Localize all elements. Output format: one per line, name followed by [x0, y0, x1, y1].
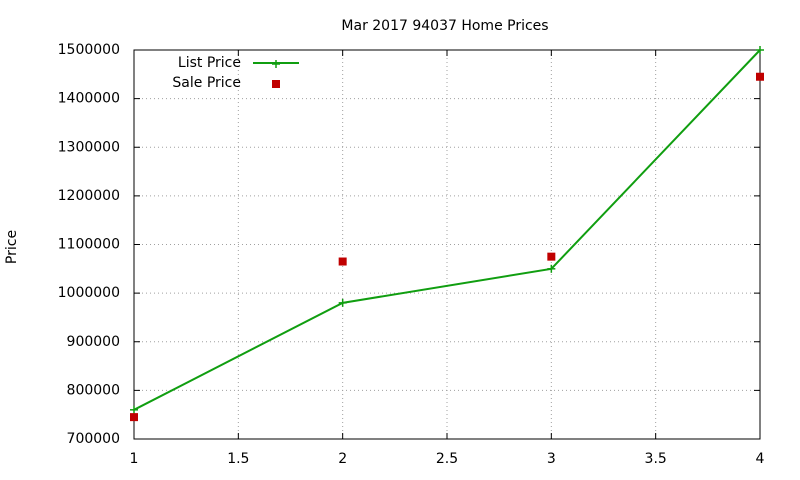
y-tick-label: 700000 [67, 431, 120, 447]
y-tick-label: 1200000 [58, 188, 120, 204]
data-point [547, 264, 556, 273]
plot-frame [133, 49, 761, 440]
x-tick-label: 4 [756, 451, 765, 467]
legend-label: Sale Price [172, 75, 241, 91]
x-tick-label: 2.5 [436, 451, 458, 467]
data-point [130, 413, 138, 422]
x-tick-label: 2 [338, 451, 347, 467]
data-point [338, 298, 347, 307]
data-point [338, 257, 347, 266]
x-tick-label: 1.5 [227, 451, 249, 467]
y-tick-label: 1300000 [58, 139, 120, 155]
y-tick-label: 1500000 [58, 42, 120, 58]
y-axis-label: Price [4, 230, 20, 264]
y-tick-label: 1400000 [58, 91, 120, 107]
series-line [133, 49, 761, 411]
data-point [756, 72, 764, 81]
legend-label: List Price [178, 55, 241, 71]
y-tick-label: 800000 [67, 382, 120, 398]
x-tick-label: 3 [547, 451, 556, 467]
data-point [756, 46, 764, 54]
x-tick-label: 1 [130, 451, 139, 467]
legend-marker [272, 80, 280, 88]
y-tick-label: 1000000 [58, 285, 120, 301]
data-point [547, 252, 556, 261]
y-tick-label: 1100000 [58, 237, 120, 253]
data-point [130, 405, 138, 414]
x-tick-label: 3.5 [645, 451, 667, 467]
chart-title: Mar 2017 94037 Home Prices [341, 18, 548, 34]
legend-marker [272, 60, 280, 68]
y-tick-label: 900000 [67, 334, 120, 350]
